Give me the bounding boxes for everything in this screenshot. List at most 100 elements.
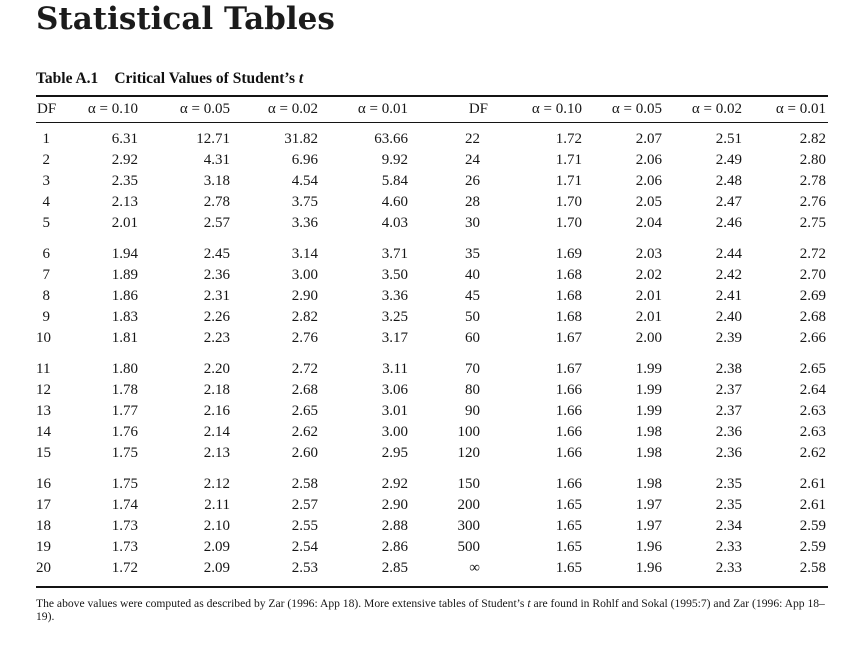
table-row: 6 1.94 2.45 3.14 3.71 35 1.69 2.03 2.44 2.72 bbox=[36, 244, 828, 265]
column-header-alpha-0.10-right: α = 0.10 bbox=[492, 95, 584, 124]
t-critical-value-cell: 2.60 bbox=[291, 444, 318, 461]
df-cell: 12 bbox=[36, 381, 51, 398]
t-critical-value-cell: 1.75 bbox=[111, 475, 138, 492]
group-spacer-cell bbox=[36, 234, 828, 244]
t-critical-value-cell: 2.01 bbox=[635, 308, 662, 325]
df-cell: 150 bbox=[457, 475, 481, 492]
t-critical-value-cell: 2.39 bbox=[715, 329, 742, 346]
t-critical-value-cell: 2.76 bbox=[799, 193, 826, 210]
t-critical-value-cell: 2.36 bbox=[203, 266, 230, 283]
t-critical-value-cell: 2.35 bbox=[111, 172, 138, 189]
t-critical-value-cell: 1.65 bbox=[555, 517, 582, 534]
t-critical-value-cell: 1.97 bbox=[635, 496, 662, 513]
t-critical-value-cell: 1.99 bbox=[635, 360, 662, 377]
t-critical-value-cell: 1.86 bbox=[111, 287, 138, 304]
t-critical-value-cell: 2.58 bbox=[799, 559, 826, 576]
t-critical-value-cell: 2.01 bbox=[111, 214, 138, 231]
t-critical-value-cell: 2.18 bbox=[203, 381, 230, 398]
table-header: DF α = 0.10 α = 0.05 α = 0.02 α = 0.01 DF α = … bbox=[36, 95, 828, 124]
t-critical-value-cell: 1.66 bbox=[555, 444, 582, 461]
table-row: 10 1.81 2.23 2.76 3.17 60 1.67 2.00 2.39 2.66 bbox=[36, 328, 828, 349]
t-critical-value-cell: 1.99 bbox=[635, 381, 662, 398]
t-critical-value-cell: 2.20 bbox=[203, 360, 230, 377]
df-cell: 26 bbox=[465, 172, 480, 189]
group-spacer-cell bbox=[36, 579, 828, 587]
t-critical-value-cell: 2.78 bbox=[799, 172, 826, 189]
t-critical-value-cell: 2.57 bbox=[291, 496, 318, 513]
t-critical-value-cell: 2.16 bbox=[203, 402, 230, 419]
t-critical-value-cell: 2.68 bbox=[799, 308, 826, 325]
table-row: 5 2.01 2.57 3.36 4.03 30 1.70 2.04 2.46 2.75 bbox=[36, 213, 828, 234]
df-cell: 24 bbox=[465, 151, 480, 168]
t-critical-value-cell: 2.31 bbox=[203, 287, 230, 304]
t-critical-value-cell: 2.33 bbox=[715, 538, 742, 555]
df-cell: 7 bbox=[42, 266, 51, 283]
t-critical-value-cell: 2.42 bbox=[715, 266, 742, 283]
table-row: 1 6.31 12.71 31.82 63.66 22 1.72 2.07 2.51 2.82 bbox=[36, 129, 828, 150]
table-row: 7 1.89 2.36 3.00 3.50 40 1.68 2.02 2.42 2.70 bbox=[36, 265, 828, 286]
t-critical-value-cell: 2.03 bbox=[635, 245, 662, 262]
t-critical-value-cell: 12.71 bbox=[196, 130, 230, 147]
t-critical-value-cell: 3.18 bbox=[203, 172, 230, 189]
t-critical-value-cell: 3.75 bbox=[291, 193, 318, 210]
t-critical-value-cell: 2.65 bbox=[291, 402, 318, 419]
t-critical-value-cell: 2.92 bbox=[111, 151, 138, 168]
t-critical-value-cell: 2.88 bbox=[381, 517, 408, 534]
t-critical-value-cell: 2.35 bbox=[715, 496, 742, 513]
t-critical-value-cell: 1.96 bbox=[635, 538, 662, 555]
t-critical-value-cell: 2.61 bbox=[799, 496, 826, 513]
t-critical-value-cell: 1.98 bbox=[635, 423, 662, 440]
column-header-alpha-0.10-left: α = 0.10 bbox=[60, 95, 140, 124]
t-critical-value-cell: 2.58 bbox=[291, 475, 318, 492]
t-critical-value-cell: 2.68 bbox=[291, 381, 318, 398]
t-critical-value-cell: 2.76 bbox=[291, 329, 318, 346]
t-critical-value-cell: 2.55 bbox=[291, 517, 318, 534]
t-critical-value-cell: 2.62 bbox=[799, 444, 826, 461]
t-critical-value-cell: 1.97 bbox=[635, 517, 662, 534]
t-critical-value-cell: 2.86 bbox=[381, 538, 408, 555]
table-row: 12 1.78 2.18 2.68 3.06 80 1.66 1.99 2.37 2.64 bbox=[36, 380, 828, 401]
t-critical-value-cell: 2.38 bbox=[715, 360, 742, 377]
df-cell: 30 bbox=[465, 214, 480, 231]
t-critical-value-cell: 3.00 bbox=[291, 266, 318, 283]
t-critical-value-cell: 4.60 bbox=[381, 193, 408, 210]
t-critical-value-cell: 1.89 bbox=[111, 266, 138, 283]
group-spacer bbox=[36, 234, 828, 244]
column-header-df-right: DF bbox=[410, 95, 492, 124]
t-critical-value-cell: 3.17 bbox=[381, 329, 408, 346]
t-critical-value-cell: 2.92 bbox=[381, 475, 408, 492]
t-critical-value-cell: 1.70 bbox=[555, 214, 582, 231]
table-row: 20 1.72 2.09 2.53 2.85 ∞ 1.65 1.96 2.33 2.58 bbox=[36, 558, 828, 579]
df-cell: 3 bbox=[42, 172, 51, 189]
df-cell: 40 bbox=[465, 266, 480, 283]
df-cell: 20 bbox=[36, 559, 51, 576]
t-critical-value-cell: 1.76 bbox=[111, 423, 138, 440]
t-critical-value-cell: 3.06 bbox=[381, 381, 408, 398]
t-critical-value-cell: 1.72 bbox=[555, 130, 582, 147]
table-row: 8 1.86 2.31 2.90 3.36 45 1.68 2.01 2.41 2.69 bbox=[36, 286, 828, 307]
t-critical-value-cell: 2.11 bbox=[204, 496, 230, 513]
t-critical-value-cell: 1.98 bbox=[635, 444, 662, 461]
df-cell: 6 bbox=[42, 245, 51, 262]
t-critical-value-cell: 2.04 bbox=[635, 214, 662, 231]
t-critical-value-cell: 3.01 bbox=[381, 402, 408, 419]
t-critical-value-cell: 4.54 bbox=[291, 172, 318, 189]
t-critical-value-cell: 2.33 bbox=[715, 559, 742, 576]
group-spacer bbox=[36, 579, 828, 587]
t-critical-value-cell: 2.61 bbox=[799, 475, 826, 492]
t-critical-value-cell: 2.57 bbox=[203, 214, 230, 231]
df-cell: 13 bbox=[36, 402, 51, 419]
t-critical-value-cell: 2.41 bbox=[715, 287, 742, 304]
document-page: Statistical Tables Table A.1 Critical Val… bbox=[36, 1, 828, 623]
column-header-alpha-0.05-right: α = 0.05 bbox=[584, 95, 664, 124]
page-title: Statistical Tables bbox=[36, 1, 335, 37]
df-cell: 19 bbox=[36, 538, 51, 555]
t-critical-value-cell: 1.73 bbox=[111, 517, 138, 534]
table-row: 16 1.75 2.12 2.58 2.92 150 1.66 1.98 2.35 2.61 bbox=[36, 474, 828, 495]
footnote-text-part2: are found in Rohlf and Sokal (1995:7) an… bbox=[36, 596, 825, 623]
table-row: 3 2.35 3.18 4.54 5.84 26 1.71 2.06 2.48 2.78 bbox=[36, 171, 828, 192]
column-header-alpha-0.01-right: α = 0.01 bbox=[744, 95, 828, 124]
t-critical-value-cell: 2.59 bbox=[799, 538, 826, 555]
t-critical-value-cell: 2.47 bbox=[715, 193, 742, 210]
t-critical-value-cell: 1.98 bbox=[635, 475, 662, 492]
